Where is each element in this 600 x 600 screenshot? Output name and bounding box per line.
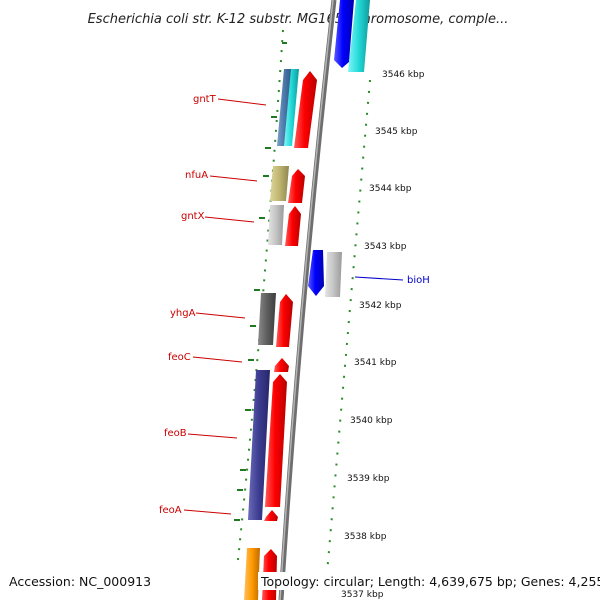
gene-block[interactable]	[248, 370, 270, 520]
gene-block[interactable]	[277, 69, 292, 146]
gene-block[interactable]	[308, 250, 324, 296]
gene-block[interactable]	[268, 205, 284, 245]
gene-block[interactable]	[288, 169, 305, 203]
gene-label-feoA[interactable]: feoA	[159, 505, 182, 516]
ruler-label: 3537 kbp	[341, 590, 384, 600]
gene-block[interactable]	[244, 548, 260, 600]
footer-backing-left	[6, 572, 146, 590]
summary-text: Topology: circular; Length: 4,639,675 bp…	[260, 574, 600, 589]
label-leaders	[183, 98, 404, 515]
gene-label-nfuA[interactable]: nfuA	[185, 170, 208, 181]
ruler-label: 3538 kbp	[344, 532, 387, 542]
gene-block[interactable]	[258, 293, 276, 345]
gene-block[interactable]	[285, 206, 301, 246]
gene-block[interactable]	[325, 252, 342, 297]
ruler-ticks	[234, 42, 287, 521]
gene-label-gntT[interactable]: gntT	[193, 94, 217, 105]
gene-block[interactable]	[264, 510, 278, 521]
ruler-label: 3541 kbp	[354, 358, 397, 368]
chromosome-backbone	[278, 0, 337, 600]
gene-labels: gntT nfuA gntX bioH yhgA feoC feoB feoA	[159, 94, 430, 516]
gene-block[interactable]	[270, 166, 289, 201]
ruler-label: 3546 kbp	[382, 70, 425, 80]
gene-block[interactable]	[334, 0, 354, 68]
gene-label-feoC[interactable]: feoC	[168, 352, 191, 363]
ruler-label: 3543 kbp	[364, 242, 407, 252]
gene-block[interactable]	[348, 0, 370, 72]
ruler-label: 3540 kbp	[350, 416, 393, 426]
gene-label-gntX[interactable]: gntX	[181, 211, 205, 222]
footer-backing-right	[258, 572, 594, 590]
outer-feature-ring	[325, 79, 371, 586]
gene-block[interactable]	[276, 294, 293, 347]
accession-text: Accession: NC_000913	[9, 574, 151, 589]
gene-label-bioH[interactable]: bioH	[407, 275, 430, 286]
gene-block[interactable]	[274, 358, 289, 372]
gene-label-yhgA[interactable]: yhgA	[170, 308, 196, 319]
ruler-label: 3542 kbp	[359, 301, 402, 311]
map-title: Escherichia coli str. K-12 substr. MG165…	[88, 12, 509, 27]
gene-label-feoB[interactable]: feoB	[164, 428, 187, 439]
ruler-label: 3539 kbp	[347, 474, 390, 484]
gene-block[interactable]	[294, 71, 317, 148]
ruler-label: 3544 kbp	[369, 184, 412, 194]
ruler-label: 3545 kbp	[375, 127, 418, 137]
gene-block[interactable]	[284, 69, 299, 146]
ruler-labels: 3546 kbp 3545 kbp 3544 kbp 3543 kbp 3542…	[341, 70, 425, 600]
gene-block[interactable]	[265, 374, 287, 507]
